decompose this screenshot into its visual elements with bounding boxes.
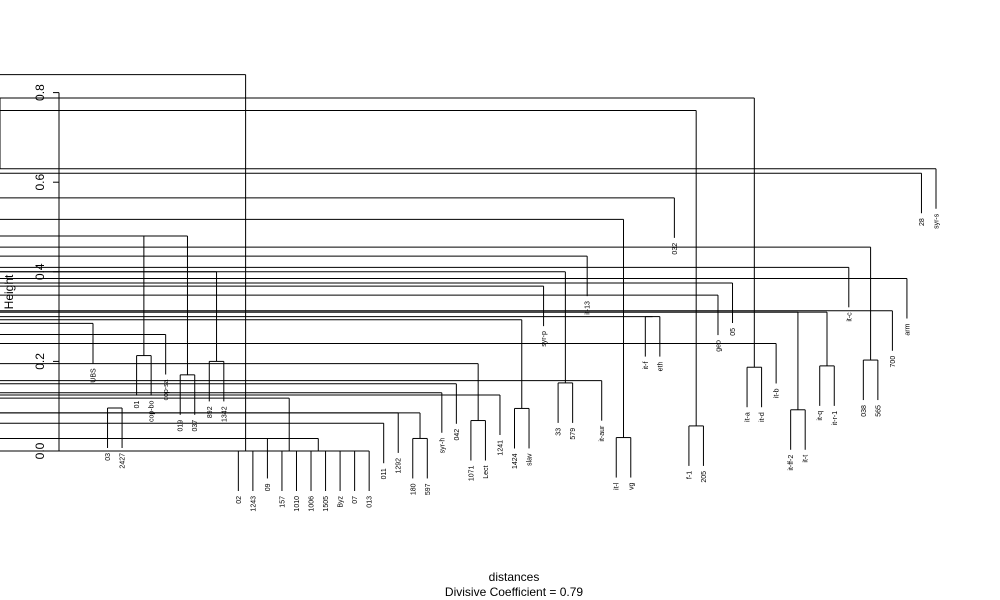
leaf-label: 09 [265,483,272,491]
leaf-label: 1424 [512,453,519,469]
leaf-label: eth [657,361,664,371]
leaf-label: 042 [454,429,461,441]
leaf-label: 019 [178,420,185,432]
leaf-label: 33 [556,428,563,436]
leaf-label: it-l [614,482,621,490]
leaf-label: 2427 [120,453,127,469]
leaf-label: 565 [875,405,882,417]
leaf-label: 1243 [250,496,257,512]
chart-subtitle: Divisive Coefficient = 0.79 [445,585,584,599]
leaf-label: it-d [759,412,766,422]
leaf-label: 037 [192,420,199,432]
y-axis-title: Height [2,274,16,309]
leaf-label: 180 [410,483,417,495]
leaf-label: UBS [91,368,98,383]
y-tick-label: 0.6 [33,174,47,191]
y-tick-label: 0.2 [33,353,47,370]
leaf-label: 013 [367,496,374,508]
leaf-label: syr-h [439,438,446,454]
leaf-label: 02 [236,496,243,504]
leaf-label: 579 [570,428,577,440]
leaf-label: 205 [701,471,708,483]
leaf-label: 700 [890,356,897,368]
leaf-label: 1505 [323,496,330,512]
leaf-label: 28 [919,218,926,226]
leaf-label: it-ff-2 [788,455,795,471]
y-tick-label: 0.4 [33,263,47,280]
leaf-labels: UBS 03 2427 01 cop-bo cop-sa 019 037 892 1342 02 12… [91,213,941,511]
leaf-label: 597 [425,483,432,495]
leaf-label: syr-s [934,213,941,229]
leaf-label: it-13 [585,301,592,315]
leaf-label: 1292 [396,458,403,474]
leaf-label: it-a [745,412,752,422]
y-tick-label: 0.8 [33,84,47,101]
leaf-label: cop-sa [163,379,170,400]
leaf-label: 01 [134,400,141,408]
leaf-label: it-b [774,388,781,398]
leaf-label: it-r-1 [832,411,839,425]
leaf-label: cop-bo [149,400,156,422]
y-axis: 0.0 0.2 0.4 0.6 0.8 [33,84,60,459]
leaf-label: 038 [861,405,868,417]
leaf-label: it-t [803,455,810,463]
leaf-label: f-1 [686,471,693,479]
leaf-label: geo [715,340,722,352]
leaf-label: Lect [483,465,490,478]
y-tick-label: 0.0 [33,442,47,459]
leaf-label: arm [904,323,911,335]
leaf-label: Byz [338,496,345,508]
leaf-label: 892 [207,406,214,418]
leaf-label: 07 [352,496,359,504]
leaf-label: syr-p [541,331,548,347]
leaf-label: it-aur [599,425,606,442]
leaf-label: 05 [730,328,737,336]
leaf-label: it-f [643,362,650,370]
leaf-label: 1010 [294,496,301,512]
leaf-label: 1006 [309,496,316,512]
leaf-label: vg [628,482,635,490]
leaf-label: 011 [381,468,388,479]
leaf-label: it-c [846,312,853,322]
leaf-label: 1071 [468,465,475,481]
leaf-label: slav [527,453,534,466]
leaf-label: 1241 [497,440,504,456]
leaf-label: 03 [105,453,112,461]
leaf-label: 157 [279,496,286,508]
leaf-label: 032 [672,243,679,255]
leaf-label: it-q [817,411,824,421]
leaf-label: 1342 [221,406,228,422]
dendrogram-tree [0,74,937,491]
x-axis-title: distances [489,570,540,584]
